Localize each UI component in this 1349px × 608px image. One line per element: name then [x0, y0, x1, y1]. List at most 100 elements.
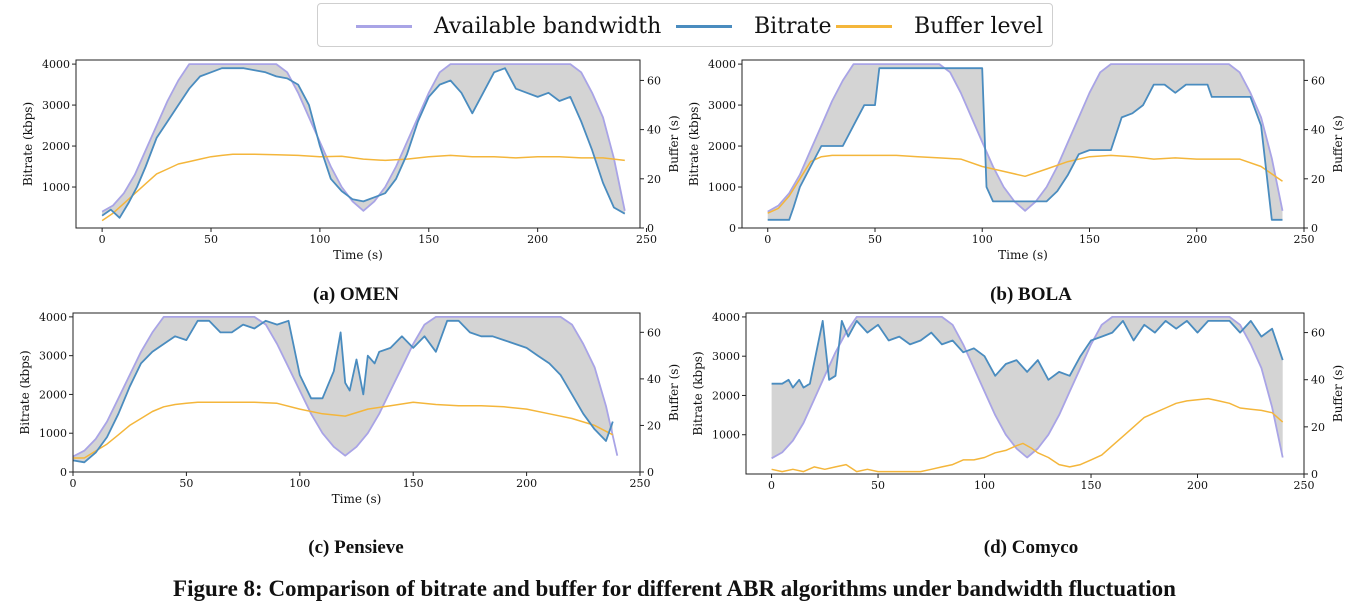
figure-plots: 0 50 100 150 200 25010002000300040000204060Ti…	[18, 58, 1345, 506]
y-tick-label: 2000	[708, 140, 736, 153]
y-right-tick-label: 60	[647, 326, 661, 339]
legend-swatch-buffer	[836, 24, 892, 28]
legend-item-buffer: Buffer level	[836, 4, 1043, 48]
subplot-3: 0 50 100 150 200 250 1000 2000 3000 4000 0 20 40 60 Bi…	[691, 311, 1345, 492]
x-tick-label: 50	[871, 479, 885, 492]
y-axis-label: Bitrate (kbps)	[691, 351, 705, 435]
x-tick-label: 200	[516, 477, 537, 490]
subplot-caption-a: (a) OMEN	[312, 284, 400, 305]
y-tick-label: 3000	[39, 350, 67, 363]
legend-label: Available bandwidth	[434, 13, 662, 39]
legend-item-bitrate: Bitrate	[676, 4, 832, 48]
y-tick-label: 3000	[712, 350, 740, 363]
x-tick-label: 150	[1081, 479, 1102, 492]
fill-between-area	[771, 316, 1283, 459]
subplot-0: 0 50 100 150 200 250 1000 2000 3000 4000 0 20 40 60 Ti…	[21, 58, 681, 262]
series-line-bandwidth	[767, 63, 1284, 213]
subplot-caption-b: (b) BOLA	[990, 284, 1072, 305]
fill-between-area	[102, 64, 625, 218]
y-tick-label: 0	[729, 222, 736, 235]
x-tick-label: 150	[403, 477, 424, 490]
y-right-axis-label: Buffer (s)	[667, 115, 681, 172]
subplot-caption-d: (d) Comyco	[983, 537, 1079, 558]
x-tick-label: 200	[527, 233, 548, 246]
y-tick-label: 1000	[708, 181, 736, 194]
y-right-tick-label: 60	[1311, 327, 1325, 340]
legend-label: Bitrate	[754, 13, 832, 39]
y-right-axis-label: Buffer (s)	[667, 364, 681, 421]
x-tick-label: 250	[636, 233, 657, 246]
series-line-bandwidth	[101, 63, 626, 213]
y-right-tick-label: 0	[647, 222, 654, 235]
legend: Available bandwidth Bitrate Buffer level	[317, 3, 1053, 47]
series-line-buffer	[73, 401, 614, 459]
subplot-caption-c: (c) Pensieve	[308, 537, 404, 558]
y-tick-label: 4000	[42, 58, 70, 71]
x-tick-label: 100	[289, 477, 310, 490]
x-tick-label: 50	[204, 233, 218, 246]
x-tick-label: 50	[868, 233, 882, 246]
y-right-axis-label: Buffer (s)	[1331, 115, 1345, 172]
y-tick-label: 0	[60, 466, 67, 479]
y-tick-label: 3000	[708, 99, 736, 112]
y-axis-label: Bitrate (kbps)	[18, 350, 32, 434]
y-right-tick-label: 40	[1311, 124, 1325, 137]
y-right-tick-label: 40	[647, 373, 661, 386]
y-tick-label: 4000	[712, 311, 740, 324]
x-axis-label: Time (s)	[998, 248, 1048, 262]
y-tick-label: 4000	[39, 311, 67, 324]
y-tick-label: 2000	[39, 388, 67, 401]
y-tick-label: 2000	[712, 389, 740, 402]
x-tick-label: 0	[70, 477, 77, 490]
legend-swatch-bitrate	[676, 24, 732, 28]
legend-swatch-bandwidth	[356, 24, 412, 28]
x-tick-label: 100	[309, 233, 330, 246]
x-tick-label: 0	[764, 233, 771, 246]
fill-between-area	[767, 64, 1283, 220]
y-right-axis-label: Buffer (s)	[1331, 365, 1345, 422]
y-tick-label: 4000	[708, 58, 736, 71]
x-tick-label: 100	[974, 479, 995, 492]
x-tick-label: 150	[418, 233, 439, 246]
plot-frame	[745, 312, 1305, 475]
series-line-buffer	[101, 153, 625, 222]
subplot-2: 0 50 100 150 200 250010002000300040000204060T…	[18, 311, 681, 506]
legend-label: Buffer level	[914, 13, 1044, 39]
plot-frame	[741, 59, 1305, 229]
series-line-bitrate	[771, 319, 1284, 389]
x-tick-label: 250	[1294, 233, 1315, 246]
plot-frame	[75, 59, 641, 229]
figure-caption: Figure 8: Comparison of bitrate and buff…	[173, 576, 1176, 601]
series-line-buffer	[771, 397, 1284, 473]
y-right-tick-label: 20	[1311, 173, 1325, 186]
y-right-tick-label: 40	[647, 124, 661, 137]
y-right-tick-label: 60	[647, 74, 661, 87]
y-right-tick-label: 60	[1311, 74, 1325, 87]
y-tick-label: 1000	[42, 181, 70, 194]
x-tick-label: 200	[1187, 479, 1208, 492]
legend-item-bandwidth: Available bandwidth	[356, 4, 661, 48]
y-right-tick-label: 40	[1311, 374, 1325, 387]
y-right-tick-label: 20	[647, 419, 661, 432]
x-axis-label: Time (s)	[332, 492, 382, 506]
y-tick-label: 2000	[42, 140, 70, 153]
series-line-bitrate	[767, 67, 1283, 221]
x-tick-label: 100	[972, 233, 993, 246]
y-axis-label: Bitrate (kbps)	[21, 102, 35, 186]
subplot-1: 0 50 100 150 200 250010002000300040000204060T…	[687, 58, 1345, 262]
x-tick-label: 0	[99, 233, 106, 246]
y-axis-label: Bitrate (kbps)	[687, 102, 701, 186]
x-tick-label: 150	[1079, 233, 1100, 246]
series-line-bandwidth	[72, 315, 619, 458]
x-tick-label: 0	[768, 479, 775, 492]
y-right-tick-label: 20	[1311, 421, 1325, 434]
y-right-tick-label: 0	[1311, 468, 1318, 481]
x-tick-label: 50	[179, 477, 193, 490]
y-tick-label: 1000	[712, 429, 740, 442]
plot-frame	[72, 312, 641, 473]
series-line-bandwidth	[771, 315, 1284, 460]
series-line-buffer	[767, 154, 1283, 214]
x-axis-label: Time (s)	[333, 248, 383, 262]
y-tick-label: 3000	[42, 99, 70, 112]
x-tick-label: 250	[630, 477, 651, 490]
